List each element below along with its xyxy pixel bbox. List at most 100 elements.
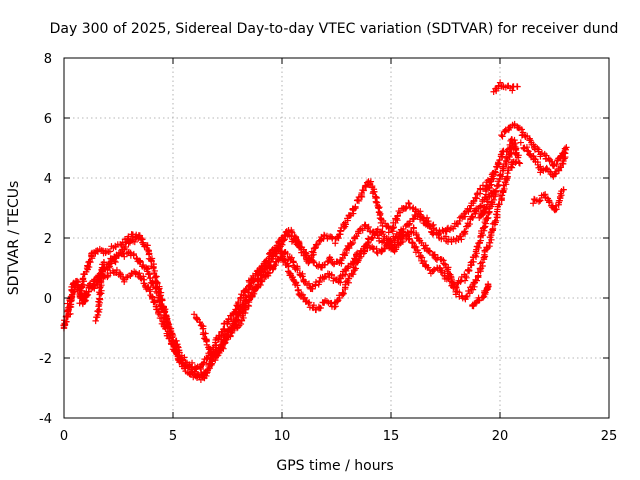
data-point: [288, 228, 295, 235]
data-point: [91, 281, 98, 289]
data-point: [197, 365, 204, 373]
data-point: [113, 266, 121, 274]
data-point: [112, 258, 119, 266]
data-point: [486, 205, 493, 212]
data-point: [370, 188, 377, 196]
data-point: [405, 236, 412, 243]
data-point: [152, 303, 160, 310]
data-point: [465, 267, 473, 275]
y-tick-label: 8: [44, 52, 52, 67]
series-track-g: [469, 280, 492, 310]
data-point: [472, 248, 480, 255]
data-point: [253, 284, 260, 291]
data-point: [237, 320, 245, 328]
data-point: [147, 274, 154, 282]
x-tick-label: 5: [169, 429, 177, 444]
x-tick-label: 0: [60, 429, 68, 444]
data-point: [200, 359, 208, 366]
data-point: [102, 249, 109, 256]
data-point: [488, 176, 495, 184]
data-point: [228, 315, 235, 323]
data-point: [317, 304, 324, 312]
data-point: [125, 235, 132, 243]
data-point: [534, 144, 541, 152]
data-point: [148, 293, 156, 301]
data-point: [277, 240, 285, 248]
data-point: [196, 373, 203, 381]
data-point: [196, 318, 203, 326]
data-point: [405, 200, 413, 207]
data-point: [266, 262, 274, 269]
data-point: [337, 279, 344, 286]
data-point: [92, 317, 99, 325]
data-point: [131, 238, 138, 246]
y-tick-label: -4: [39, 412, 52, 427]
data-point: [409, 240, 417, 247]
data-point: [316, 278, 323, 286]
data-point: [137, 258, 144, 265]
data-point: [79, 276, 87, 283]
data-point: [489, 169, 496, 177]
data-point: [499, 133, 506, 140]
data-point: [555, 165, 563, 172]
data-point: [405, 221, 413, 229]
data-point: [146, 288, 153, 295]
data-point: [443, 225, 451, 233]
data-point: [440, 260, 447, 267]
data-point: [355, 230, 362, 237]
data-point: [506, 124, 513, 132]
data-point: [208, 361, 215, 369]
data-point: [404, 231, 411, 238]
data-point: [466, 220, 473, 228]
data-point: [275, 246, 282, 254]
data-point: [462, 272, 470, 280]
data-point: [320, 231, 328, 239]
data-point: [454, 220, 462, 228]
data-point: [140, 273, 147, 280]
data-point: [342, 284, 349, 291]
data-point: [265, 270, 272, 277]
data-point: [312, 282, 319, 289]
data-point: [83, 288, 90, 296]
data-point: [418, 254, 426, 261]
data-points: [60, 79, 570, 383]
series-track-b: [90, 143, 522, 373]
data-point: [468, 258, 476, 266]
data-point: [469, 302, 476, 310]
data-point: [352, 265, 360, 272]
data-point: [165, 320, 173, 328]
y-tick-label: -2: [39, 352, 52, 367]
data-point: [469, 286, 477, 293]
data-point: [525, 148, 532, 155]
data-point: [230, 325, 238, 333]
data-point: [370, 245, 377, 252]
data-point: [375, 209, 383, 216]
data-point: [156, 298, 163, 305]
y-tick-label: 6: [44, 112, 52, 127]
data-point: [342, 221, 350, 228]
data-point: [305, 299, 312, 307]
y-axis-label: SDTVAR / TECUs: [6, 181, 22, 296]
data-point: [346, 245, 353, 252]
series-track-j: [529, 186, 567, 214]
data-point: [553, 160, 560, 168]
data-point: [374, 249, 381, 257]
data-point: [349, 239, 357, 247]
data-point: [348, 241, 355, 248]
data-point: [444, 266, 452, 273]
data-point: [405, 199, 412, 207]
data-point: [265, 263, 272, 270]
data-point: [385, 236, 392, 243]
data-point: [449, 279, 456, 286]
data-point: [417, 212, 424, 220]
data-point: [323, 298, 331, 305]
data-point: [520, 144, 527, 152]
data-point: [473, 277, 481, 284]
x-axis-label: GPS time / hours: [276, 458, 393, 474]
data-point: [467, 262, 474, 269]
data-point: [426, 248, 434, 255]
data-point: [501, 185, 508, 193]
data-point: [496, 201, 503, 208]
data-point: [65, 304, 72, 311]
data-point: [431, 251, 438, 259]
